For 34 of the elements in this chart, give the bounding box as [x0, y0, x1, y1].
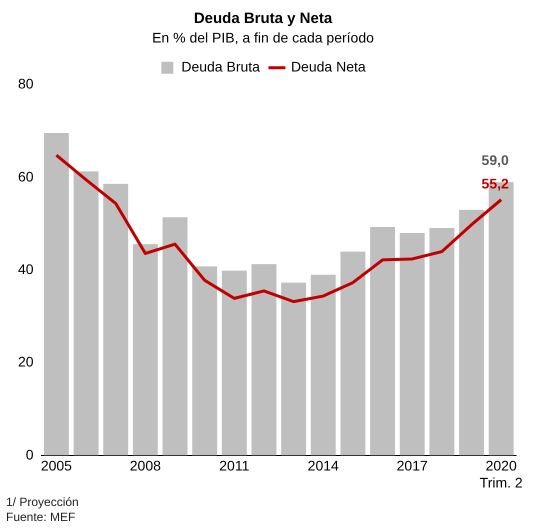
x-tick-label: 2017 — [396, 458, 428, 474]
bar — [252, 264, 276, 456]
x-tick-label: 2020 Trim. 2 — [480, 458, 523, 490]
bar — [459, 210, 484, 456]
bar — [400, 233, 425, 456]
chart-title: Deuda Bruta y Neta — [194, 10, 333, 28]
data-label: 59,0 — [482, 152, 510, 168]
legend-label: Deuda Neta — [290, 58, 366, 75]
bar — [281, 282, 306, 456]
y-tick-label: 80 — [18, 76, 34, 92]
y-tick-label: 60 — [18, 168, 34, 184]
x-tick-label: 2011 — [219, 458, 250, 474]
y-tick-label: 40 — [18, 260, 34, 277]
x-tick-label: 2008 — [130, 458, 162, 474]
bar — [103, 184, 128, 456]
bar — [370, 227, 396, 456]
bar — [192, 266, 218, 456]
bar — [132, 244, 158, 456]
bar — [429, 228, 454, 456]
bar — [162, 217, 188, 456]
chart-subtitle: En % del PIB, a fin de cada período — [152, 29, 374, 46]
bar — [310, 274, 336, 456]
x-tick-label: 2005 — [40, 458, 72, 474]
text: 1/ Proyección — [6, 495, 80, 510]
bar — [340, 252, 366, 456]
y-tick-label: 0 — [26, 446, 34, 462]
source-note: Fuente: MEF — [6, 510, 76, 525]
bar — [44, 132, 69, 456]
legend-label: Deuda Bruta — [181, 58, 260, 75]
x-tick-label: 2014 — [308, 458, 340, 474]
y-tick-label: 20 — [18, 354, 34, 370]
bar — [222, 270, 247, 456]
bar — [74, 171, 99, 456]
data-label: 55,2 — [482, 176, 510, 192]
